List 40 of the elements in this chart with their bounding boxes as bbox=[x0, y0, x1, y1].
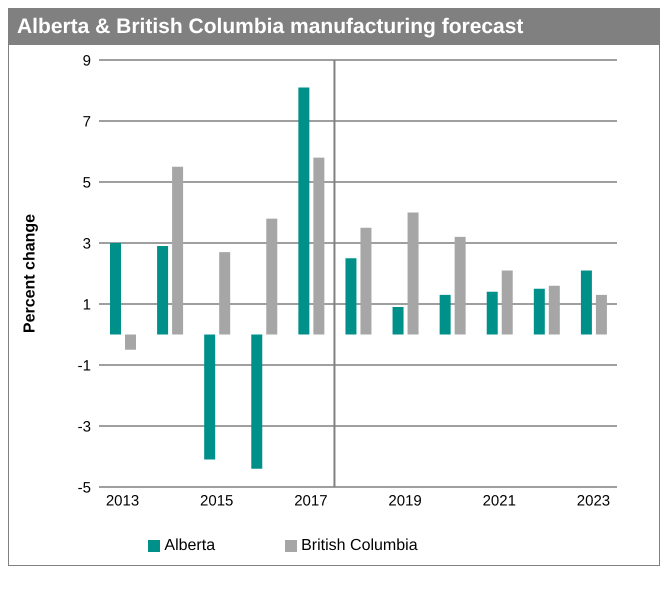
bar bbox=[440, 294, 451, 334]
bar bbox=[392, 307, 404, 334]
x-tick-label: 2019 bbox=[388, 492, 422, 510]
bar bbox=[172, 166, 184, 334]
y-tick-label: -3 bbox=[78, 418, 91, 436]
bar bbox=[266, 218, 278, 334]
bar bbox=[298, 87, 310, 334]
bar bbox=[580, 270, 592, 334]
bar bbox=[125, 334, 136, 350]
bar bbox=[313, 158, 324, 334]
x-tick-label: 2021 bbox=[482, 492, 516, 510]
bar bbox=[110, 243, 121, 334]
bar bbox=[486, 292, 498, 334]
chart-title: Alberta & British Columbia manufacturing forecast bbox=[9, 9, 659, 45]
x-tick-label: 2013 bbox=[106, 492, 140, 510]
y-tick-label: -1 bbox=[78, 357, 91, 374]
y-tick-label: 1 bbox=[82, 296, 91, 314]
x-tick-label: 2017 bbox=[294, 492, 328, 510]
bar bbox=[548, 286, 560, 334]
bar bbox=[204, 334, 216, 460]
y-tick-label: 3 bbox=[82, 235, 91, 252]
bar bbox=[157, 246, 168, 334]
bar bbox=[596, 294, 607, 334]
bar bbox=[454, 236, 466, 334]
y-tick-label: -5 bbox=[78, 479, 91, 496]
x-tick-label: 2015 bbox=[200, 492, 234, 510]
y-axis-title: Percent change bbox=[22, 214, 39, 334]
bar bbox=[408, 212, 419, 334]
y-tick-label: 7 bbox=[82, 113, 91, 130]
bar bbox=[251, 334, 262, 469]
bar bbox=[502, 270, 513, 334]
bar bbox=[534, 288, 545, 334]
legend-label: Alberta bbox=[164, 537, 216, 554]
x-tick-label: 2023 bbox=[576, 492, 610, 510]
bar bbox=[360, 228, 372, 334]
bar bbox=[345, 258, 356, 334]
y-tick-label: 9 bbox=[82, 52, 91, 70]
bar bbox=[219, 252, 230, 334]
legend-label: British Columbia bbox=[301, 537, 418, 554]
y-tick-label: 5 bbox=[82, 174, 91, 192]
